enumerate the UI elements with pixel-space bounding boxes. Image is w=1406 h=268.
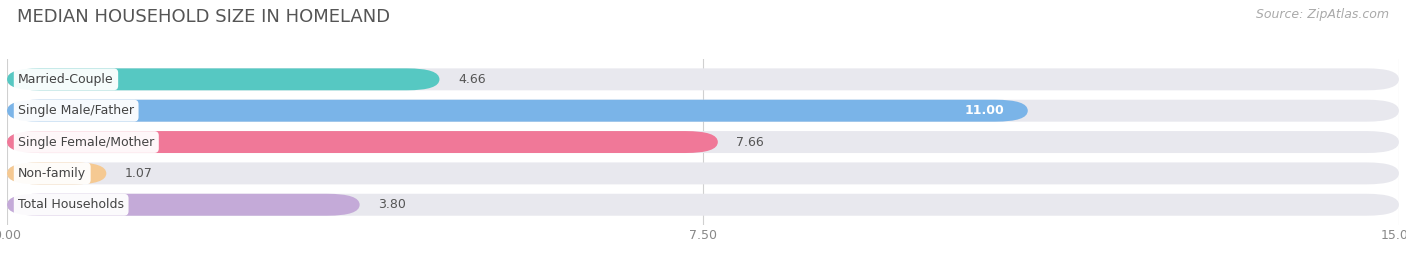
FancyBboxPatch shape <box>7 131 718 153</box>
Text: Single Female/Mother: Single Female/Mother <box>18 136 155 148</box>
Text: 7.66: 7.66 <box>737 136 763 148</box>
Text: Married-Couple: Married-Couple <box>18 73 114 86</box>
FancyBboxPatch shape <box>7 162 1399 184</box>
FancyBboxPatch shape <box>7 100 1399 122</box>
FancyBboxPatch shape <box>7 162 107 184</box>
Text: MEDIAN HOUSEHOLD SIZE IN HOMELAND: MEDIAN HOUSEHOLD SIZE IN HOMELAND <box>17 8 389 26</box>
Text: 11.00: 11.00 <box>965 104 1004 117</box>
Text: 4.66: 4.66 <box>458 73 485 86</box>
FancyBboxPatch shape <box>7 68 440 90</box>
Text: Non-family: Non-family <box>18 167 86 180</box>
FancyBboxPatch shape <box>7 68 1399 90</box>
Text: Source: ZipAtlas.com: Source: ZipAtlas.com <box>1256 8 1389 21</box>
Text: 1.07: 1.07 <box>125 167 153 180</box>
Text: Total Households: Total Households <box>18 198 124 211</box>
FancyBboxPatch shape <box>7 194 1399 216</box>
FancyBboxPatch shape <box>7 100 1028 122</box>
FancyBboxPatch shape <box>7 131 1399 153</box>
Text: Single Male/Father: Single Male/Father <box>18 104 134 117</box>
Text: 3.80: 3.80 <box>378 198 406 211</box>
FancyBboxPatch shape <box>7 194 360 216</box>
